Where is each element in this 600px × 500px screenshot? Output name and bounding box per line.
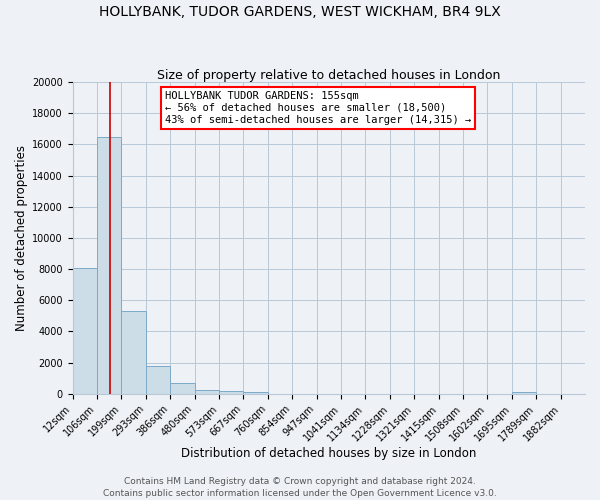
Bar	[194, 390, 219, 394]
Title: Size of property relative to detached houses in London: Size of property relative to detached ho…	[157, 69, 500, 82]
Bar	[244, 392, 268, 394]
Bar	[170, 383, 194, 394]
Bar	[97, 136, 121, 394]
Text: HOLLYBANK, TUDOR GARDENS, WEST WICKHAM, BR4 9LX: HOLLYBANK, TUDOR GARDENS, WEST WICKHAM, …	[99, 5, 501, 19]
Bar	[219, 390, 244, 394]
Text: Contains HM Land Registry data © Crown copyright and database right 2024.
Contai: Contains HM Land Registry data © Crown c…	[103, 476, 497, 498]
Bar	[146, 366, 170, 394]
Y-axis label: Number of detached properties: Number of detached properties	[15, 145, 28, 331]
Bar	[121, 311, 146, 394]
Bar	[73, 268, 97, 394]
Bar	[512, 392, 536, 394]
Text: HOLLYBANK TUDOR GARDENS: 155sqm
← 56% of detached houses are smaller (18,500)
43: HOLLYBANK TUDOR GARDENS: 155sqm ← 56% of…	[165, 92, 471, 124]
X-axis label: Distribution of detached houses by size in London: Distribution of detached houses by size …	[181, 447, 476, 460]
